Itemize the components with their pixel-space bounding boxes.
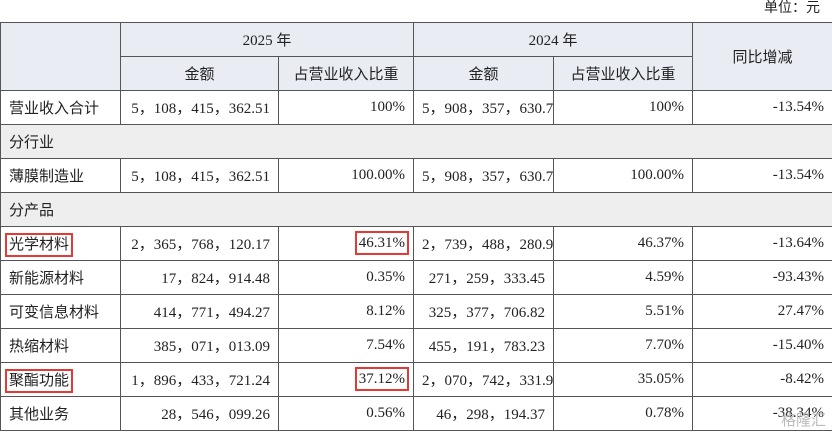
table-cell: 可变信息材料 xyxy=(0,294,121,329)
table-cell: 7.70% xyxy=(553,328,694,363)
table-cell: 0.35% xyxy=(277,260,415,295)
table-row: 聚酯功能 1，896，433，721.24 37.12% 2，070，742，331.… xyxy=(0,362,832,397)
table-cell: 5，108，415，362.51 xyxy=(120,90,279,125)
table-cell: 325，377，706.82 xyxy=(413,294,555,329)
table-cell: 分行业 xyxy=(0,124,832,159)
table-cell: -13.54% xyxy=(692,158,832,193)
table-cell: 35.05% xyxy=(553,362,694,397)
revenue-table: 2025 年 2024 年 同比增减 金额 占营业收入比重 金额 占营业收入比重… xyxy=(0,22,832,431)
table-cell: 455，191，783.23 xyxy=(413,328,555,363)
table-cell: 新能源材料 xyxy=(0,260,121,295)
table-cell: 5，108，415，362.51 xyxy=(120,158,279,193)
table-cell: -38.34% xyxy=(692,396,832,431)
unit-label: 单位：元 xyxy=(764,1,820,16)
highlight: 聚酯功能 xyxy=(4,369,74,393)
table-cell: 聚酯功能 xyxy=(0,362,121,397)
table-cell: 2，070，742，331.95 xyxy=(413,362,555,397)
table-cell: -13.54% xyxy=(692,90,832,125)
header-row: 金额 占营业收入比重 金额 占营业收入比重 xyxy=(1,56,832,91)
header-row: 2025 年 2024 年 同比增减 xyxy=(0,22,832,91)
table-cell: -15.40% xyxy=(692,328,832,363)
table-cell: 7.54% xyxy=(277,328,415,363)
header-cell: 2025 年 xyxy=(119,22,415,57)
table-row: 分行业 xyxy=(0,124,832,159)
table-cell: 414，771，494.27 xyxy=(120,294,279,329)
table-row: 分产品 xyxy=(0,192,832,227)
header-cell: 同比增减 xyxy=(692,22,832,91)
table-row: 光学材料 2，365，768，120.17 46.31% 2，739，488，280.… xyxy=(0,226,832,261)
header-cell: 占营业收入比重 xyxy=(553,56,694,91)
header-cell: 占营业收入比重 xyxy=(277,56,415,91)
table-cell: 27.47% xyxy=(692,294,832,329)
table-row: 营业收入合计 5，108，415，362.51 100% 5，908，357，630.… xyxy=(0,90,832,125)
highlight: 46.31% xyxy=(354,231,410,255)
table-cell: -8.42% xyxy=(692,362,832,397)
table-row: 可变信息材料 414，771，494.27 8.12% 325，377，706.82 5… xyxy=(0,294,832,329)
table-cell: 46.37% xyxy=(553,226,694,261)
table-cell: 0.56% xyxy=(277,396,415,431)
highlight: 37.12% xyxy=(354,367,410,391)
table-row: 其他业务 28，546，099.26 0.56% 46，298，194.37 0.78%… xyxy=(0,396,832,431)
table-cell: 4.59% xyxy=(553,260,694,295)
table-cell: 薄膜制造业 xyxy=(0,158,121,193)
table-cell: -13.64% xyxy=(692,226,832,261)
table-cell: 光学材料 xyxy=(0,226,121,261)
table-cell: 营业收入合计 xyxy=(0,90,121,125)
table-cell: 分产品 xyxy=(0,192,832,227)
table-cell: 8.12% xyxy=(277,294,415,329)
table-row: 热缩材料 385，071，013.09 7.54% 455，191，783.23 7.7… xyxy=(0,328,832,363)
table-cell: 46.31% xyxy=(277,226,415,261)
table-cell: 46，298，194.37 xyxy=(413,396,555,431)
table-cell: 17，824，914.48 xyxy=(120,260,279,295)
table-cell: 1，896，433，721.24 xyxy=(120,362,279,397)
header-cell xyxy=(0,22,121,91)
table-row: 薄膜制造业 5，108，415，362.51 100.00% 5，908，357，63… xyxy=(0,158,832,193)
table-row: 新能源材料 17，824，914.48 0.35% 271，259，333.45 4.5… xyxy=(0,260,832,295)
table-cell: 385，071，013.09 xyxy=(120,328,279,363)
header-cell: 2024 年 xyxy=(413,22,694,57)
table-cell: 热缩材料 xyxy=(0,328,121,363)
table-cell: 5，908，357，630.79 xyxy=(413,158,555,193)
table-cell: 100% xyxy=(553,90,694,125)
header-cell: 金额 xyxy=(413,56,555,91)
watermark: 格隆汇 xyxy=(780,411,826,429)
table-cell: 其他业务 xyxy=(0,396,121,431)
table-cell: 5.51% xyxy=(553,294,694,329)
table-cell: 100.00% xyxy=(277,158,415,193)
table-cell: 2，365，768，120.17 xyxy=(120,226,279,261)
table-cell: 28，546，099.26 xyxy=(120,396,279,431)
table-cell: 2，739，488，280.97 xyxy=(413,226,555,261)
table-cell: -93.43% xyxy=(692,260,832,295)
table-cell: 37.12% xyxy=(277,362,415,397)
header-cell: 金额 xyxy=(120,56,279,91)
highlight: 光学材料 xyxy=(4,233,74,257)
table-cell: 0.78% xyxy=(553,396,694,431)
table-cell: 100.00% xyxy=(553,158,694,193)
table-cell: 5，908，357，630.79 xyxy=(413,90,555,125)
table-cell: 100% xyxy=(277,90,415,125)
table-cell: 271，259，333.45 xyxy=(413,260,555,295)
